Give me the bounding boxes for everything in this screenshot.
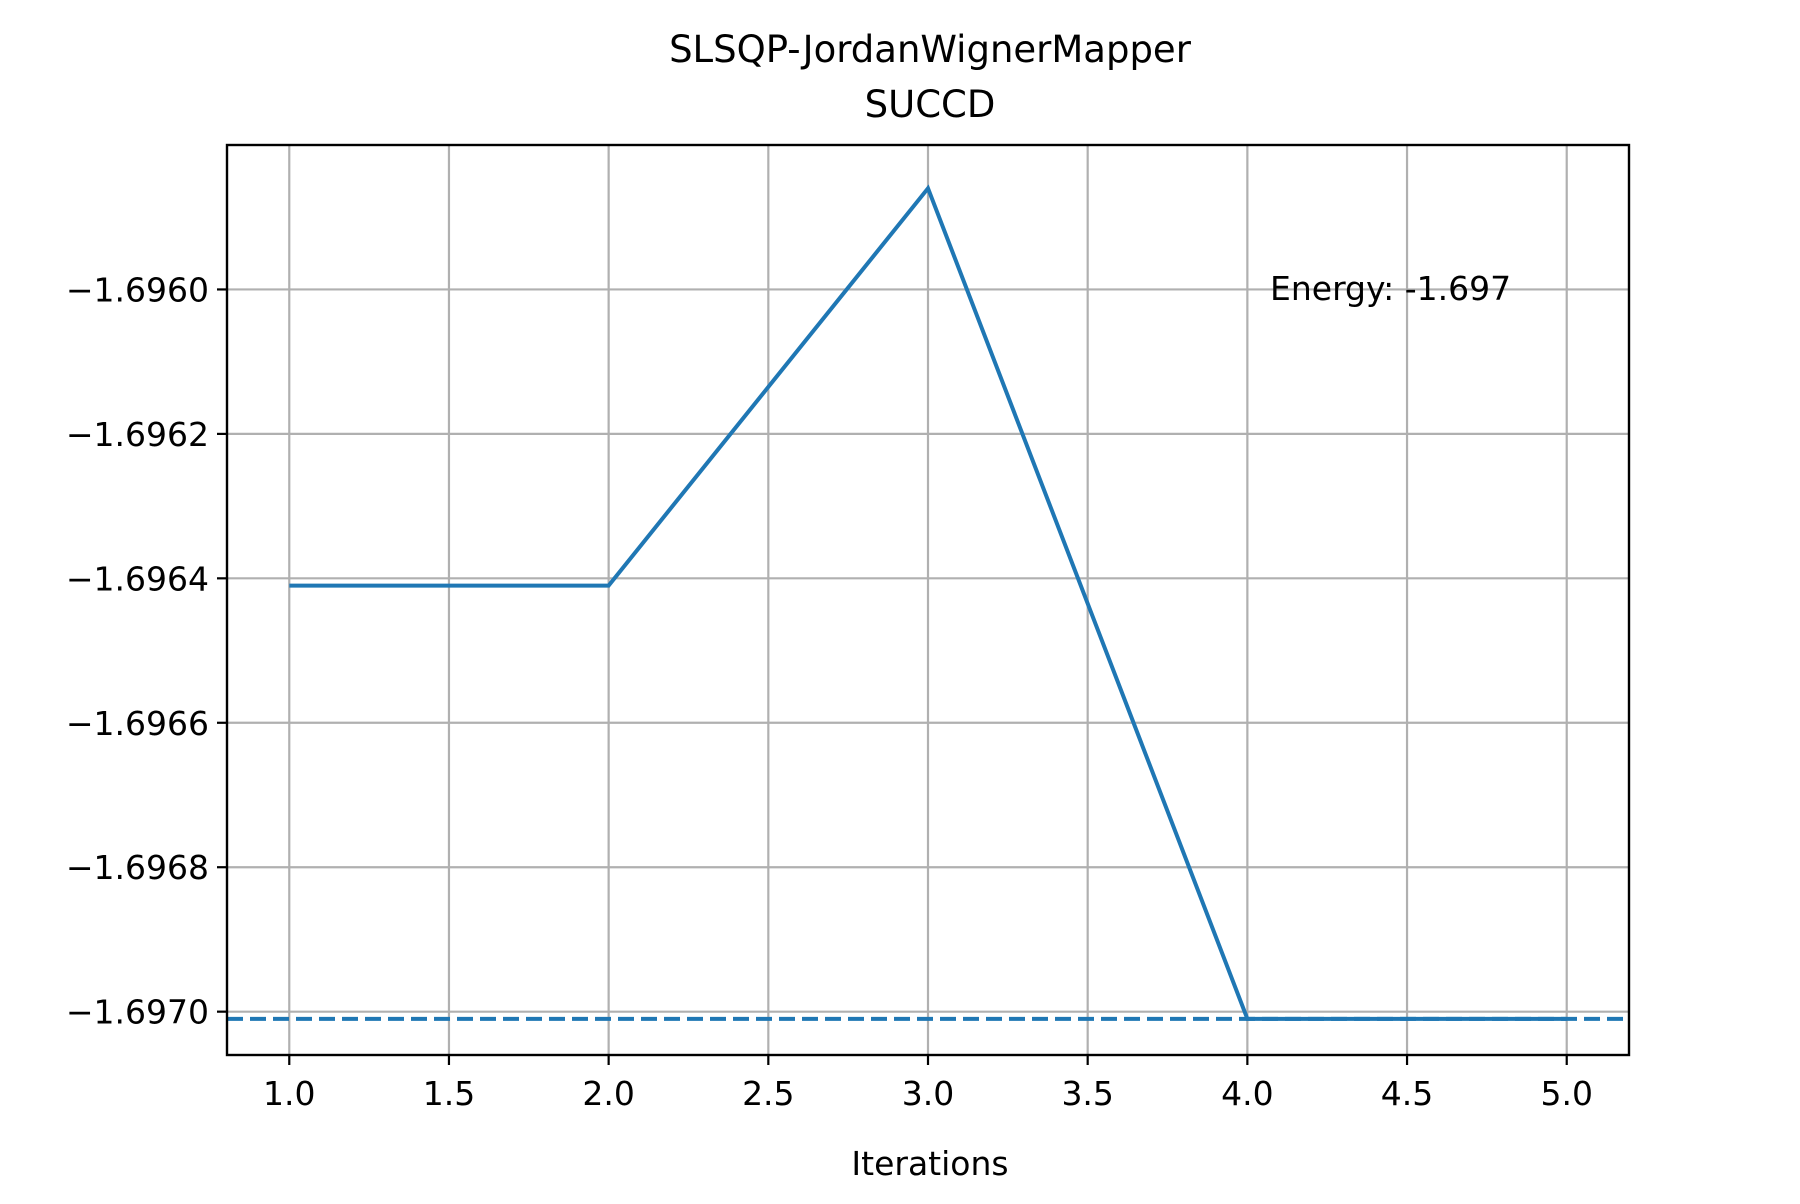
x-tick-label: 5.0	[1540, 1074, 1592, 1113]
y-tick-label: −1.6960	[66, 270, 209, 309]
x-tick-label: 2.5	[742, 1074, 794, 1113]
y-tick-label: −1.6968	[66, 848, 209, 887]
x-tick-label: 3.0	[902, 1074, 954, 1113]
x-axis-label: Iterations	[851, 1144, 1008, 1183]
chart-title-line2: SUCCD	[865, 83, 996, 126]
chart-title-line1: SLSQP-JordanWignerMapper	[669, 28, 1192, 71]
energy-annotation: Energy: -1.697	[1270, 269, 1511, 308]
x-tick-label: 4.0	[1221, 1074, 1273, 1113]
x-tick-label: 1.0	[263, 1074, 315, 1113]
x-tick-label: 2.0	[582, 1074, 634, 1113]
x-tick-label: 1.5	[423, 1074, 475, 1113]
x-tick-label: 3.5	[1061, 1074, 1113, 1113]
y-tick-label: −1.6970	[66, 993, 209, 1032]
y-tick-label: −1.6962	[66, 415, 209, 454]
y-tick-label: −1.6966	[66, 704, 209, 743]
y-tick-label: −1.6964	[66, 559, 209, 598]
x-tick-label: 4.5	[1381, 1074, 1433, 1113]
